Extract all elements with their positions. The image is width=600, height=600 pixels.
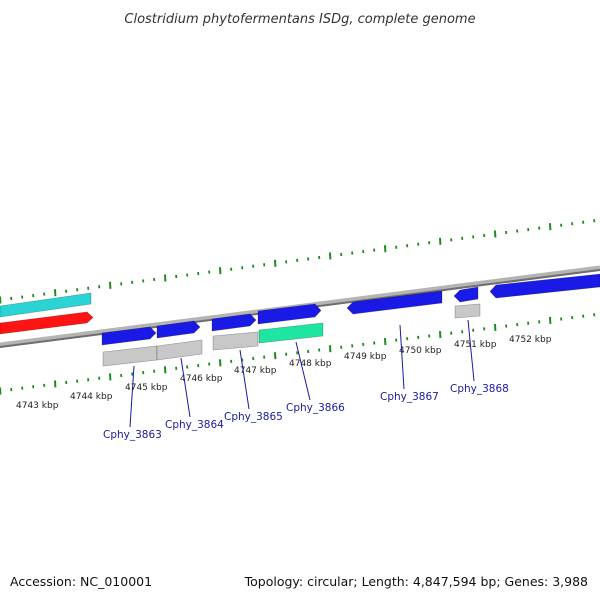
outer-tick-track bbox=[0, 219, 596, 304]
scale-label: 4749 kbp bbox=[344, 352, 387, 362]
accession-text: Accession: NC_010001 bbox=[10, 574, 153, 589]
cds-arrow-right bbox=[489, 273, 600, 299]
cds-arrow-cphy-3866 bbox=[257, 303, 322, 325]
gene-label-cphy-3863[interactable]: Cphy_3863 bbox=[103, 429, 162, 441]
gene-labels: Cphy_3863 Cphy_3864 Cphy_3865 Cphy_3866 … bbox=[103, 383, 509, 441]
scale-label: 4752 kbp bbox=[509, 335, 552, 345]
feature-grey bbox=[102, 345, 158, 367]
leader-line bbox=[399, 324, 405, 390]
scale-label: 4748 kbp bbox=[289, 359, 332, 369]
cds-arrow-cphy-3863 bbox=[101, 326, 157, 346]
gene-label-cphy-3866[interactable]: Cphy_3866 bbox=[286, 402, 345, 414]
scale-label: 4750 kbp bbox=[399, 346, 442, 356]
gene-label-leaders bbox=[129, 319, 475, 428]
scale-labels: 4743 kbp 4744 kbp 4745 kbp 4746 kbp 4747… bbox=[16, 335, 552, 411]
leader-line bbox=[129, 365, 135, 428]
feature-track bbox=[0, 273, 600, 367]
scale-label: 4745 kbp bbox=[125, 383, 168, 393]
scale-label: 4746 kbp bbox=[180, 374, 223, 384]
cds-arrow-cphy-3864 bbox=[156, 320, 201, 339]
leader-line bbox=[180, 357, 191, 418]
gene-label-cphy-3864[interactable]: Cphy_3864 bbox=[165, 419, 224, 431]
feature-grey bbox=[212, 331, 259, 351]
cds-arrow-cphy-3865 bbox=[211, 313, 257, 332]
cds-arrow-cphy-3868 bbox=[453, 286, 479, 303]
gene-label-cphy-3868[interactable]: Cphy_3868 bbox=[450, 383, 509, 395]
feature-grey bbox=[156, 339, 203, 361]
scale-label: 4743 kbp bbox=[16, 401, 59, 411]
map-title: Clostridium phytofermentans ISDg, comple… bbox=[124, 12, 475, 27]
leader-line bbox=[239, 349, 250, 410]
scale-label: 4751 kbp bbox=[454, 340, 497, 350]
gene-label-cphy-3867[interactable]: Cphy_3867 bbox=[380, 391, 439, 403]
gene-label-cphy-3865[interactable]: Cphy_3865 bbox=[224, 411, 283, 423]
cds-arrow-cphy-3867 bbox=[346, 290, 443, 315]
leader-line bbox=[295, 341, 311, 401]
scale-label: 4747 kbp bbox=[234, 366, 277, 376]
feature-cyan bbox=[0, 292, 92, 318]
leader-line bbox=[467, 319, 475, 382]
feature-red bbox=[0, 311, 94, 335]
topology-text: Topology: circular; Length: 4,847,594 bp… bbox=[244, 574, 588, 589]
feature-grey bbox=[454, 303, 481, 319]
scale-label: 4744 kbp bbox=[70, 392, 113, 402]
feature-green bbox=[258, 322, 324, 344]
inner-tick-track bbox=[0, 313, 596, 395]
